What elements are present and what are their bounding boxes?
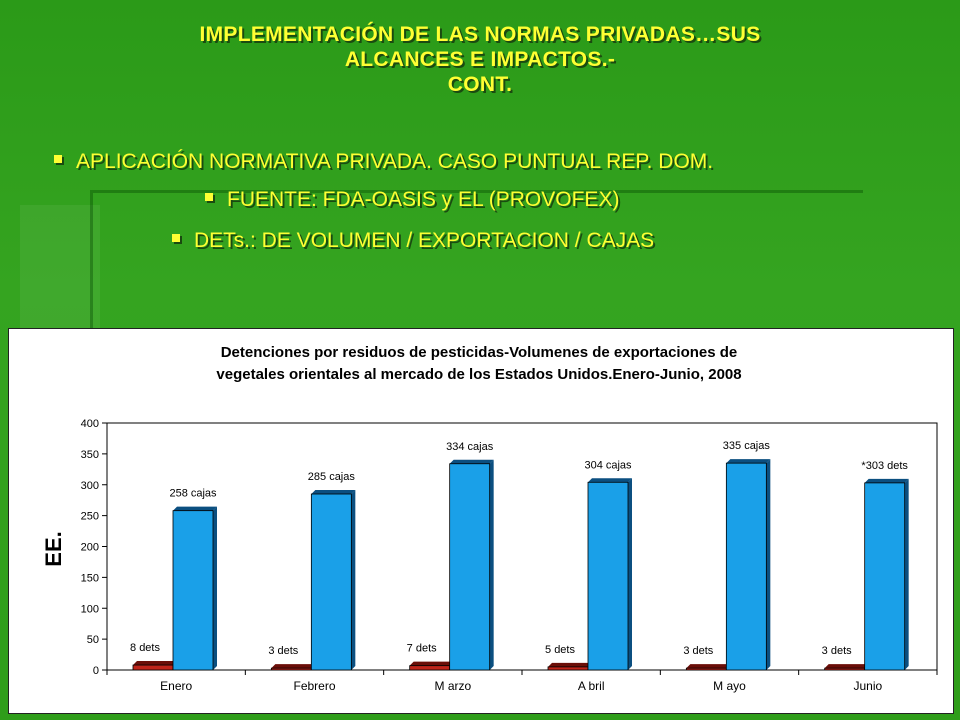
slide-title: IMPLEMENTACIÓN DE LAS NORMAS PRIVADAS…SU… (40, 22, 920, 97)
x-tick-label: Junio (853, 679, 882, 693)
y-tick-label: 350 (81, 449, 99, 461)
data-label: 335 cajas (723, 440, 771, 452)
y-tick-label: 200 (81, 542, 99, 554)
data-label: 5 dets (545, 644, 575, 656)
background-frame (90, 190, 863, 343)
bar (725, 462, 767, 671)
bullet-item-1: APLICACIÓN NORMATIVA PRIVADA. CASO PUNTU… (54, 150, 713, 174)
bar (685, 667, 727, 671)
background-panel (20, 205, 100, 345)
y-tick-label: 0 (93, 665, 99, 677)
bar-side (351, 490, 356, 670)
plot-area (106, 422, 938, 671)
bar-top (133, 661, 177, 666)
x-tick-label: M arzo (434, 679, 471, 693)
bar-top (864, 478, 909, 483)
bullet-item-3: DETs.: DE VOLUMEN / EXPORTACION / CAJAS (172, 229, 654, 253)
bar-side (213, 506, 217, 670)
y-tick-label: 300 (81, 480, 99, 492)
data-label: 8 dets (130, 642, 160, 654)
bar-top (311, 490, 356, 495)
data-label: 334 cajas (446, 441, 494, 453)
chart-title-line-1: Detenciones por residuos de pesticidas-V… (221, 344, 738, 361)
bar-side (489, 459, 494, 670)
bar (172, 510, 214, 671)
data-label: 3 dets (822, 645, 852, 657)
bar-top (271, 664, 316, 669)
bullet-square-icon (54, 155, 62, 164)
bullet-text: DETs.: DE VOLUMEN / EXPORTACION / CAJAS (194, 229, 655, 252)
bar (824, 667, 866, 671)
bar-top (588, 478, 632, 483)
title-line-3: CONT. (447, 73, 513, 96)
chart-title-line-2: vegetales orientales al mercado de los E… (216, 366, 741, 383)
data-label: 285 cajas (308, 471, 356, 483)
bullet-text: APLICACIÓN NORMATIVA PRIVADA. CASO PUNTU… (76, 150, 714, 173)
bar (587, 481, 629, 671)
data-label: 3 dets (268, 645, 298, 657)
y-tick-label: 50 (87, 634, 99, 646)
bullet-square-icon (205, 193, 213, 202)
data-label: 3 dets (683, 645, 713, 657)
x-tick-label: A bril (578, 679, 605, 693)
bar (864, 482, 906, 671)
bar-top (824, 664, 869, 669)
bar-side (766, 459, 771, 670)
y-tick-label: 150 (81, 572, 99, 584)
bar-top (173, 506, 217, 511)
data-label: *303 dets (861, 460, 908, 472)
bullet-item-2: FUENTE: FDA-OASIS y EL (PROVOFEX) (205, 188, 619, 212)
bar (270, 667, 312, 671)
x-tick-label: M ayo (713, 679, 746, 693)
bullet-text: FUENTE: FDA-OASIS y EL (PROVOFEX) (227, 188, 620, 211)
bar (547, 666, 589, 671)
bar-top (726, 459, 771, 464)
bullet-square-icon (172, 234, 180, 243)
data-label: 7 dets (407, 643, 437, 655)
y-axis-label: EE. (41, 531, 66, 566)
bar-chart: Detenciones por residuos de pesticidas-V… (41, 344, 938, 693)
bar-side (904, 478, 909, 670)
bar (132, 664, 174, 671)
y-tick-label: 400 (81, 418, 99, 430)
bar-top (409, 661, 454, 666)
title-line-1: IMPLEMENTACIÓN DE LAS NORMAS PRIVADAS…SU… (199, 23, 761, 46)
data-label: 258 cajas (169, 488, 217, 500)
bar-top (449, 459, 494, 464)
y-tick-label: 100 (81, 603, 99, 615)
bar-side (628, 478, 632, 670)
bar (310, 493, 352, 671)
bar-top (686, 664, 731, 669)
bar (409, 665, 451, 671)
title-line-2: ALCANCES E IMPACTOS.- (344, 48, 616, 71)
data-label: 304 cajas (584, 459, 632, 471)
x-tick-label: Febrero (293, 679, 335, 693)
bar (449, 463, 491, 671)
bar-top (548, 662, 592, 667)
x-tick-label: Enero (160, 679, 192, 693)
y-tick-label: 250 (81, 511, 99, 523)
chart-container: Detenciones por residuos de pesticidas-V… (8, 328, 954, 714)
